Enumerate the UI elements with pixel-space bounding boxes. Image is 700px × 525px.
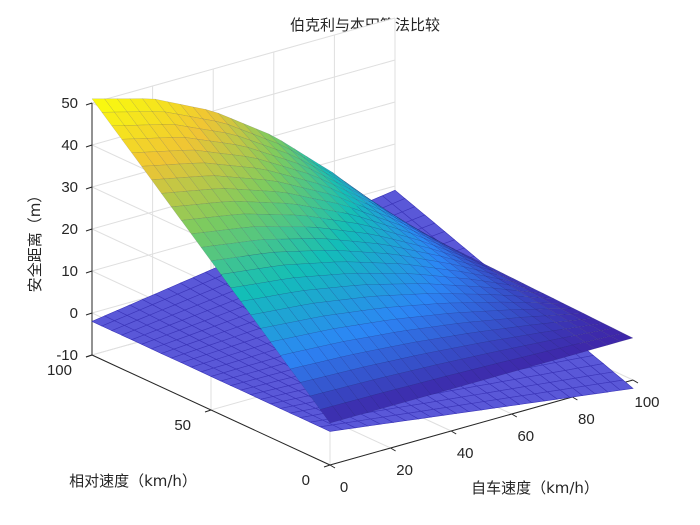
- z-tick-label: -10: [56, 347, 78, 364]
- y-tick-label: 50: [174, 417, 191, 434]
- surface-facet: [461, 253, 485, 265]
- y-tick-label: 0: [302, 472, 310, 489]
- z-tick: [85, 228, 93, 232]
- z-tick-label: 10: [61, 263, 78, 280]
- plane-facet: [609, 379, 634, 391]
- z-tick-label: 30: [61, 179, 78, 196]
- surface-facet: [560, 308, 585, 315]
- surface-facet: [521, 286, 544, 294]
- x-tick-label: 0: [340, 479, 348, 496]
- x-tick: [329, 464, 336, 469]
- x-tick: [390, 447, 396, 452]
- x-tick-label: 60: [517, 428, 534, 445]
- x-tick: [632, 379, 639, 384]
- z-tick-label: 0: [70, 305, 78, 322]
- z-tick: [85, 186, 93, 190]
- surface-facet: [481, 264, 505, 275]
- z-tick: [85, 312, 93, 316]
- z-tick: [85, 270, 93, 274]
- surface-facet: [550, 303, 574, 309]
- z-tick: [85, 354, 93, 358]
- z-tick: [85, 144, 93, 148]
- y-tick-label: 100: [47, 362, 72, 379]
- surface-facet: [609, 332, 634, 342]
- surfaces: [91, 98, 634, 432]
- surface-facet: [540, 297, 564, 304]
- surface-facet: [501, 275, 524, 284]
- x-tick-label: 20: [396, 462, 413, 479]
- x-tick-label: 100: [634, 394, 659, 411]
- z-axis-label: 安全距离（m）: [26, 188, 44, 293]
- x-tick: [511, 413, 518, 418]
- y-tick: [323, 464, 331, 468]
- z-tick-label: 20: [61, 221, 78, 238]
- x-tick-label: 40: [457, 445, 474, 462]
- x-tick-label: 80: [578, 411, 595, 428]
- x-tick: [450, 430, 457, 435]
- y-axis-label: 相对速度（km/h）: [69, 472, 197, 490]
- x-axis-label: 自车速度（km/h）: [471, 479, 599, 497]
- surface-facet: [451, 248, 475, 260]
- z-tick-label: 50: [61, 95, 78, 112]
- surface-facet: [441, 242, 465, 255]
- x-tick: [572, 396, 578, 401]
- surface-facet: [599, 327, 624, 337]
- y-tick: [204, 409, 212, 413]
- z-tick: [85, 102, 93, 106]
- chart-title: 伯克利与本田算法比较: [290, 16, 440, 34]
- z-tick-label: 40: [61, 137, 78, 154]
